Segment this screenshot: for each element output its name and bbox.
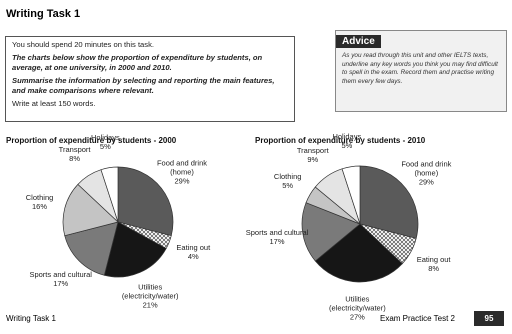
value-label: 9%: [307, 154, 319, 164]
value-label: 8%: [428, 264, 440, 274]
slice-label: Eating out 8%: [398, 255, 470, 273]
advice-text: As you read through this unit and other …: [342, 52, 498, 85]
task-line: Write at least 150 words.: [12, 99, 96, 109]
value-label: 29%: [418, 177, 434, 187]
slice-label: Food and drink (home) 29%: [390, 159, 462, 186]
footer-right: Exam Practice Test 2: [380, 314, 455, 323]
value-label: 17%: [53, 279, 69, 289]
slice-label: Holidays 5%: [311, 132, 383, 150]
category-label: Holidays: [90, 132, 120, 142]
pie-slice: [301, 202, 361, 262]
pie-slice: [64, 221, 119, 276]
value-label: 27%: [349, 312, 365, 322]
pie-slice: [359, 165, 419, 239]
chart-title: Proportion of expenditure by students - …: [255, 136, 426, 145]
slice-label: Sports and cultural 17%: [25, 270, 97, 288]
slice-label: Clothing 5%: [252, 172, 324, 190]
pie-slice: [117, 166, 174, 237]
slice-label: Holidays 5%: [69, 133, 141, 151]
task-line: Summarise the information by selecting a…: [12, 76, 275, 95]
value-label: 5%: [341, 141, 353, 151]
pie-slice: [314, 223, 403, 283]
value-label: 17%: [269, 237, 285, 247]
slice-label: Transport 9%: [277, 146, 349, 164]
category-label: Sports and cultural: [29, 270, 92, 280]
advice-box: Advice As you read through this unit and…: [335, 30, 507, 112]
value-label: 29%: [174, 176, 190, 186]
slice-label: Food and drink (home) 29%: [146, 159, 218, 186]
category-label: Transport: [58, 144, 91, 154]
task-line: The charts below show the proportion of …: [12, 53, 263, 72]
pie-slice: [103, 221, 167, 278]
page-title: Writing Task 1: [6, 8, 81, 20]
value-label: 16%: [32, 201, 48, 211]
task-box: You should spend 20 minutes on this task…: [5, 36, 295, 122]
pie-slice: [341, 165, 361, 225]
slice-label: Eating out 4%: [157, 243, 229, 261]
category-label: Transport: [296, 145, 329, 155]
category-label: Eating out: [416, 255, 451, 265]
slice-label: Sports and cultural 17%: [241, 228, 313, 246]
pie-slice: [62, 183, 119, 237]
slice-label: Transport 8%: [39, 145, 111, 163]
value-label: 5%: [282, 181, 294, 191]
chart-title: Proportion of expenditure by students - …: [6, 136, 177, 145]
slice-label: Clothing 16%: [4, 193, 76, 211]
category-label: Utilities (electricity/water): [121, 282, 179, 301]
category-label: Sports and cultural: [245, 228, 309, 238]
category-label: Food and drink (home): [401, 159, 452, 178]
category-label: Eating out: [176, 242, 211, 252]
value-label: 5%: [99, 141, 111, 151]
category-label: Clothing: [25, 192, 54, 202]
category-label: Holidays: [332, 132, 362, 142]
task-line: You should spend 20 minutes on this task…: [12, 40, 154, 49]
page-number: 95: [474, 311, 504, 326]
category-label: Clothing: [273, 172, 302, 182]
category-label: Food and drink (home): [156, 158, 208, 177]
footer-left: Writing Task 1: [6, 314, 56, 323]
value-label: 4%: [187, 251, 199, 261]
value-label: 8%: [69, 153, 81, 163]
pie-slice: [100, 166, 119, 223]
advice-title: Advice: [336, 35, 381, 48]
value-label: 21%: [142, 300, 158, 310]
slice-label: Utilities (electricity/water) 27%: [321, 294, 393, 321]
slice-label: Utilities (electricity/water) 21%: [114, 283, 186, 310]
category-label: Utilities (electricity/water): [329, 294, 386, 313]
